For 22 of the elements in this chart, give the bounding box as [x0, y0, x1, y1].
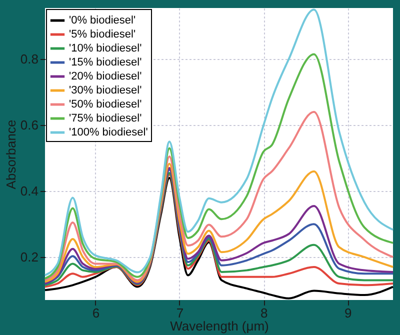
legend-label: '100% biodiesel' — [69, 126, 148, 138]
legend-label: '10% biodiesel' — [69, 42, 142, 54]
legend-label: '5% biodiesel' — [69, 28, 136, 40]
x-tick-label: 8 — [260, 306, 268, 320]
line-series — [44, 53, 394, 280]
x-tick-label: 9 — [344, 306, 352, 320]
legend-label: '15% biodiesel' — [69, 56, 142, 68]
legend-label: '0% biodiesel' — [69, 14, 136, 26]
legend-label: '50% biodiesel' — [69, 98, 142, 110]
y-axis-title: Absorbance — [3, 120, 18, 190]
y-tick-label: 0.8 — [20, 52, 38, 67]
y-tick-label: 0.4 — [20, 184, 38, 199]
legend-label: '75% biodiesel' — [69, 112, 142, 124]
legend-label: '30% biodiesel' — [69, 84, 142, 96]
y-tick-label: 0.2 — [20, 250, 38, 265]
line-series — [44, 110, 394, 282]
x-tick-label: 7 — [176, 306, 184, 320]
y-tick-label: 0.6 — [20, 118, 38, 133]
legend-label: '20% biodiesel' — [69, 70, 142, 82]
line-series — [44, 8, 394, 276]
x-tick-label: 6 — [92, 306, 100, 320]
x-axis-title: Wavelength (μm) — [170, 318, 269, 334]
